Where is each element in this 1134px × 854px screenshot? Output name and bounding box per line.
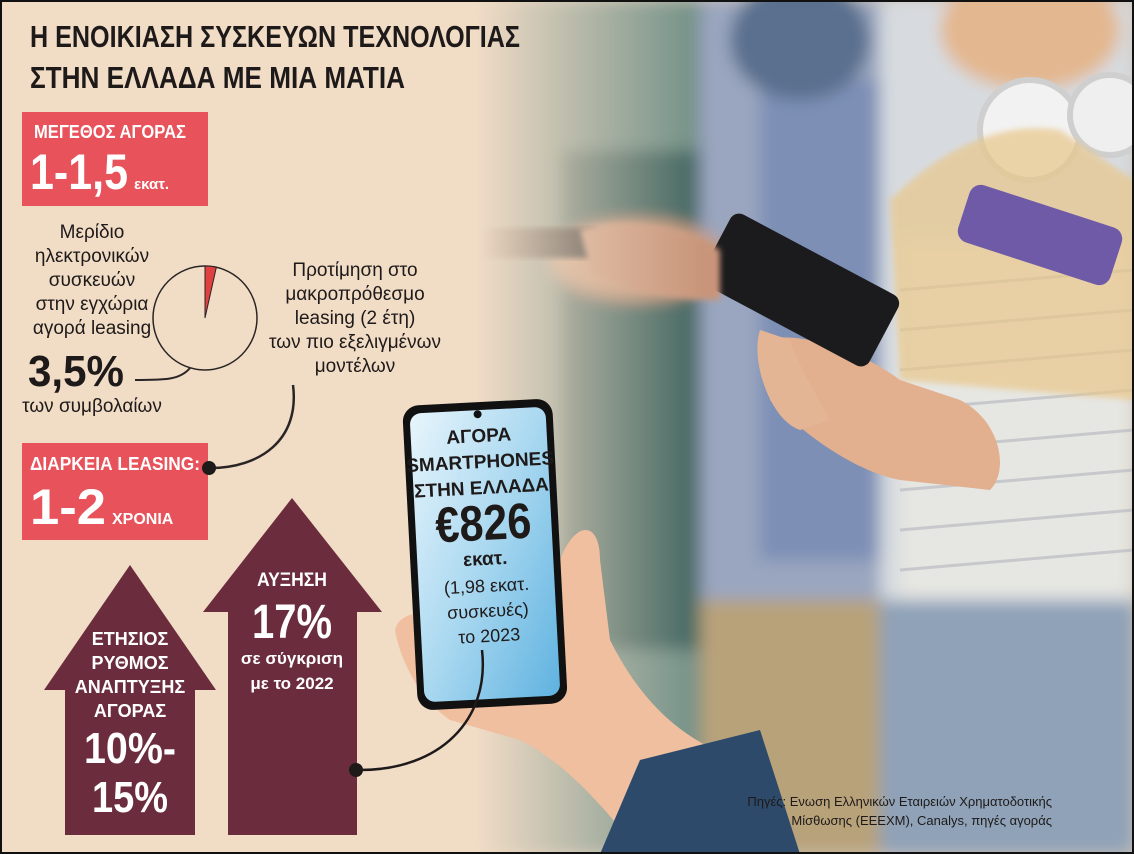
increase-note: σε σύγκριση [241, 649, 343, 668]
market-size-value: 1-1,5 [30, 144, 128, 200]
text-line: ΑΝΑΠΤΥΞΗΣ [75, 677, 186, 697]
smartphones-note: (1,98 εκατ.συσκευές)το 2023 [443, 574, 530, 648]
duration-box [22, 443, 208, 540]
smartphones-value: €826 [434, 493, 533, 554]
duration-label: ΔΙΑΡΚΕΙΑ LEASING: [30, 454, 200, 474]
market-size-box [22, 112, 208, 206]
share-note: των συμβολαίων [22, 396, 162, 417]
sources: Μίσθωσης (ΕΕΕΧΜ), Canalys, πηγές αγοράς [791, 813, 1052, 828]
increase-arrow [203, 498, 382, 835]
text-line: ΑΓΟΡΑ [446, 424, 512, 448]
connector [359, 649, 485, 772]
title: Η ΕΝΟΙΚΙΑΣΗ ΣΥΣΚΕΥΩΝ ΤΕΧΝΟΛΟΓΙΑΣ [30, 19, 520, 54]
growth-arrow [44, 565, 216, 835]
sleeve [600, 730, 800, 854]
connector-dot [349, 763, 363, 777]
text-line: των πιο εξελιγμένων [269, 332, 441, 353]
share-value: 3,5% [28, 347, 124, 396]
text-line: μοντέλων [315, 356, 396, 377]
text-line: ΡΥΘΜΟΣ [91, 653, 168, 673]
duration-value: 1-2 [30, 479, 106, 535]
share-text: Μερίδιο ηλεκτρονικών συσκευών στην εγχώρια α… [33, 222, 151, 339]
smartphones-unit: εκατ. [463, 548, 508, 571]
growth-value: 15% [92, 773, 168, 822]
duration-unit: ΧΡΟΝΙΑ [112, 511, 174, 528]
text-line: το 2023 [458, 624, 521, 647]
text-line: ΕΤΗΣΙΟΣ [92, 629, 169, 649]
text-line: αγορά leasing [33, 318, 151, 339]
text-line: leasing (2 έτη) [295, 308, 416, 329]
text-line: ΑΓΟΡΑΣ [94, 701, 166, 721]
increase-value: 17% [252, 596, 332, 649]
text-line: συσκευών [49, 270, 136, 291]
phone-screen [410, 407, 560, 702]
share-wedge [204, 265, 217, 319]
market-size-label: ΜΕΓΕΘΟΣ ΑΓΟΡΑΣ [34, 122, 186, 142]
connector [134, 367, 191, 381]
text-line: στην εγχώρια [36, 294, 149, 315]
connector [209, 384, 296, 470]
market-size-unit: εκατ. [134, 176, 169, 193]
increase-note: με το 2022 [250, 674, 333, 693]
growth-text: ΕΤΗΣΙΟΣ ΡΥΘΜΟΣ ΑΝΑΠΤΥΞΗΣ ΑΓΟΡΑΣ [75, 629, 186, 721]
text-line: ηλεκτρονικών [35, 246, 149, 267]
camera [473, 410, 482, 419]
text-line: συσκευές) [447, 599, 530, 623]
text-line: Προτίμηση στο [292, 260, 417, 281]
increase-label: ΑΥΞΗΣΗ [257, 570, 327, 591]
sources: Πηγές: Ενωση Ελληνικών Εταιρειών Χρηματο… [747, 794, 1052, 809]
text-line: (1,98 εκατ. [443, 574, 529, 598]
text-line: μακροπρόθεσμο [285, 284, 424, 305]
title: ΣΤΗΝ ΕΛΛΑΔΑ ΜΕ ΜΙΑ ΜΑΤΙΑ [30, 60, 405, 95]
preference-text: Προτίμηση στο μακροπρόθεσμο leasing (2 έτη… [269, 260, 441, 377]
text-line: Μερίδιο [60, 222, 125, 243]
growth-value: 10%- [84, 724, 176, 773]
connector-dot [202, 461, 216, 475]
